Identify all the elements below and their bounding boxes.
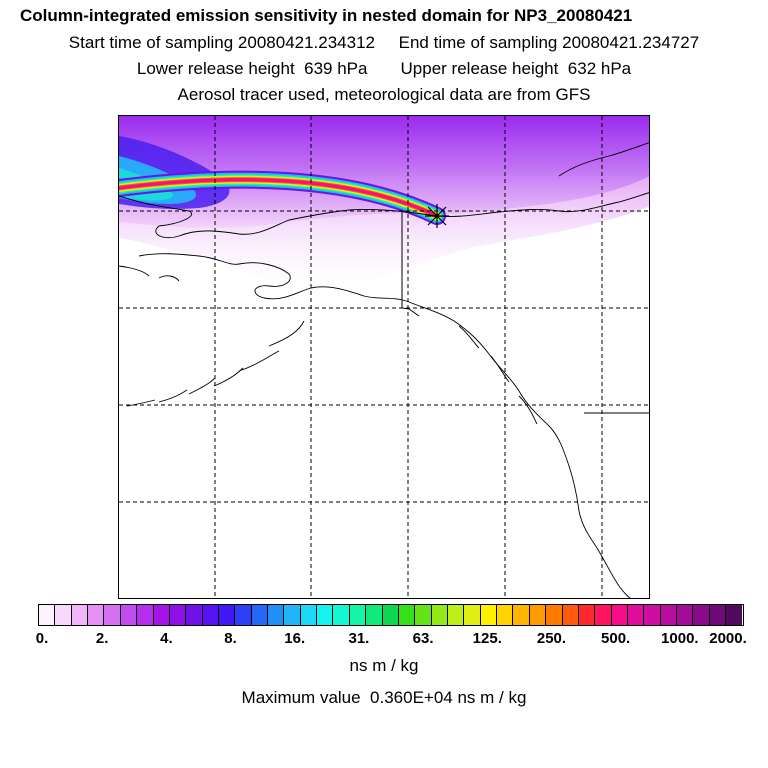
colorbar-segment <box>464 605 481 625</box>
colorbar-segment <box>186 605 203 625</box>
colorbar <box>38 604 744 626</box>
colorbar-tick-label: 2. <box>95 630 109 647</box>
colorbar-segment <box>627 605 645 625</box>
colorbar-tick-label: 0. <box>35 630 49 647</box>
plot-title: Column-integrated emission sensitivity i… <box>20 6 633 25</box>
colorbar-tick-label: 31. <box>348 630 370 647</box>
colorbar-segment <box>415 605 432 625</box>
colorbar-tick-label: 2000. <box>709 630 747 647</box>
release-heights-line: Lower release height 639 hPa Upper relea… <box>0 59 768 79</box>
colorbar-segment <box>431 605 448 625</box>
colorbar-segment <box>71 605 89 625</box>
lower-release-height: Lower release height 639 hPa <box>136 59 368 78</box>
colorbar-tick-label: 1000. <box>661 630 699 647</box>
political-borders <box>401 211 649 414</box>
colorbar-segment <box>546 605 563 625</box>
colorbar-tick-label: 125. <box>472 630 502 647</box>
colorbar-segment <box>562 605 579 625</box>
colorbar-tick-label: 500. <box>601 630 631 647</box>
colorbar-segment <box>709 605 727 625</box>
colorbar-tick-label: 4. <box>160 630 173 647</box>
colorbar-segment <box>349 605 367 625</box>
colorbar-tick-labels: 0. 2. 4. 8. 16. 31. 63. 125. 250. 500. 1000. 2000. <box>0 630 768 650</box>
colorbar-segment <box>202 605 219 625</box>
colorbar-segment <box>595 605 612 625</box>
colorbar-segment <box>169 605 187 625</box>
colorbar-segment <box>660 605 678 625</box>
colorbar-segment <box>726 605 743 625</box>
tracer-note: Aerosol tracer used, meteorological data… <box>177 85 591 104</box>
map-grid <box>119 116 649 598</box>
colorbar-segment <box>578 605 596 625</box>
colorbar-tick-label: 16. <box>284 630 306 647</box>
sampling-start: Start time of sampling 20080421.234312 <box>68 33 376 52</box>
colorbar-segment <box>39 605 56 625</box>
colorbar-segment <box>104 605 121 625</box>
colorbar-segment <box>693 605 710 625</box>
colorbar-segment <box>55 605 72 625</box>
colorbar-tick-label: 250. <box>536 630 567 647</box>
colorbar-segment <box>88 605 105 625</box>
colorbar-segment <box>268 605 285 625</box>
upper-release-height: Upper release height 632 hPa <box>400 59 632 78</box>
colorbar-segment <box>447 605 465 625</box>
receptor-star-marker <box>425 204 449 228</box>
colorbar-tick-label: 63. <box>412 630 434 647</box>
colorbar-segment <box>480 605 498 625</box>
colorbar-segment <box>529 605 547 625</box>
sampling-times-line: Start time of sampling 20080421.234312 E… <box>0 33 768 53</box>
colorbar-segment <box>317 605 334 625</box>
colorbar-tick-label: 8. <box>224 630 237 647</box>
colorbar-segment <box>300 605 318 625</box>
colorbar-segment <box>644 605 661 625</box>
colorbar-segment <box>153 605 170 625</box>
colorbar-segment <box>611 605 628 625</box>
colorbar-segment <box>333 605 350 625</box>
map-canvas <box>119 116 649 598</box>
colorbar-segment <box>235 605 252 625</box>
colorbar-segment <box>382 605 399 625</box>
colorbar-segment <box>677 605 694 625</box>
sampling-end: End time of sampling 20080421.234727 <box>398 33 700 52</box>
colorbar-segment <box>120 605 138 625</box>
colorbar-segment <box>513 605 530 625</box>
sensitivity-field-low <box>119 176 649 301</box>
colorbar-segment <box>284 605 301 625</box>
plume-band <box>119 170 446 225</box>
colorbar-units: ns m / kg <box>349 656 419 675</box>
maximum-value: Maximum value 0.360E+04 ns m / kg <box>241 688 527 707</box>
colorbar-segment <box>497 605 514 625</box>
colorbar-segment <box>251 605 269 625</box>
sensitivity-field-upper <box>119 116 649 228</box>
colorbar-segment <box>366 605 383 625</box>
sensitivity-map <box>118 115 650 599</box>
colorbar-segment <box>218 605 236 625</box>
coastlines <box>119 142 649 598</box>
colorbar-segment <box>137 605 154 625</box>
colorbar-segment <box>398 605 416 625</box>
